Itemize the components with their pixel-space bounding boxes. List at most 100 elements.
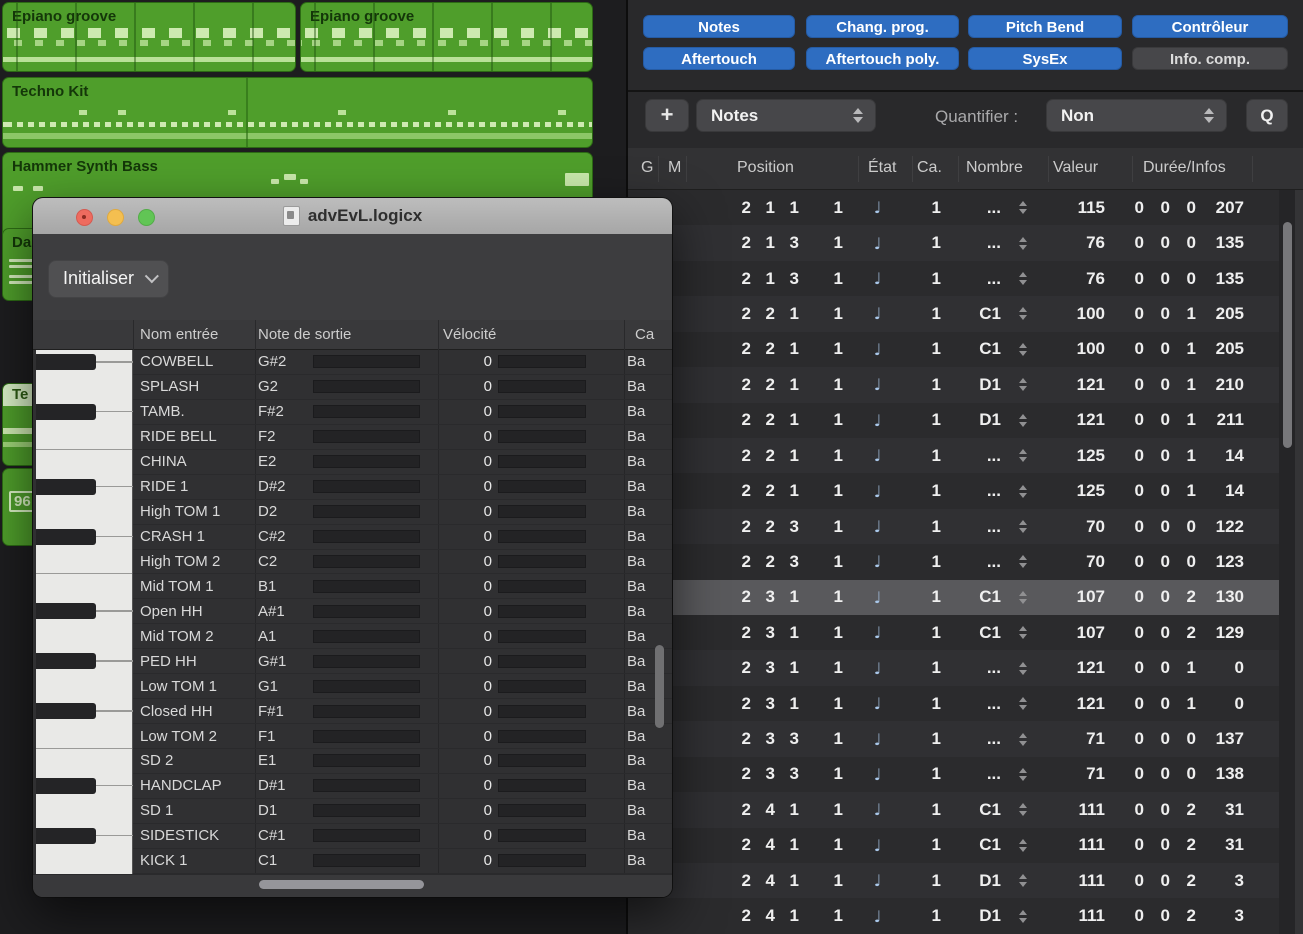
velocity-slider[interactable]	[498, 430, 586, 444]
stepper-updown-icon[interactable]	[1005, 555, 1040, 569]
velocity-slider[interactable]	[498, 380, 586, 394]
velocity-value[interactable]: 0	[483, 602, 492, 620]
event-cell-value[interactable]: 111	[1078, 799, 1106, 819]
event-cell-number[interactable]: ...	[986, 551, 1001, 571]
piano-black-key[interactable]	[36, 403, 133, 420]
event-cell-subposition[interactable]: 1	[833, 374, 843, 394]
event-cell-duration[interactable]: 0 0 0 123	[1134, 551, 1244, 571]
output-note[interactable]: C#2	[258, 528, 286, 546]
note-slider[interactable]	[313, 554, 420, 568]
output-note[interactable]: A1	[258, 627, 277, 645]
event-cell-duration[interactable]: 0 0 0 137	[1134, 729, 1244, 749]
mapping-row[interactable]: Low TOM 1 G1 0 Ba	[133, 674, 672, 700]
event-cell-subposition[interactable]: 1	[833, 445, 843, 465]
velocity-slider[interactable]	[498, 604, 586, 618]
event-cell-duration[interactable]: 0 0 1 14	[1134, 445, 1244, 465]
column-g[interactable]: G	[641, 159, 654, 176]
event-cell-subposition[interactable]: 1	[833, 622, 843, 642]
stepper-updown-icon[interactable]	[1005, 732, 1040, 746]
note-slider[interactable]	[313, 430, 420, 444]
velocity-value[interactable]: 0	[483, 503, 492, 521]
column-m[interactable]: M	[668, 159, 682, 176]
column-nombre[interactable]: Nombre	[966, 159, 1023, 176]
stepper-updown-icon[interactable]	[1005, 449, 1040, 463]
note-slider[interactable]	[313, 455, 420, 469]
stepper-updown-icon[interactable]	[1005, 626, 1040, 640]
channel-value[interactable]: Ba	[627, 453, 646, 471]
output-note[interactable]: D#2	[258, 478, 286, 496]
note-slider[interactable]	[313, 754, 420, 768]
column-valeur[interactable]: Valeur	[1053, 159, 1099, 176]
velocity-value[interactable]: 0	[483, 403, 492, 421]
event-cell-subposition[interactable]: 1	[833, 233, 843, 253]
event-cell-channel[interactable]: 1	[931, 870, 941, 890]
event-cell-duration[interactable]: 0 0 2 31	[1134, 799, 1244, 819]
piano-white-key[interactable]	[36, 550, 132, 575]
velocity-value[interactable]: 0	[483, 453, 492, 471]
stepper-updown-icon[interactable]	[1005, 803, 1040, 817]
piano-white-key[interactable]	[36, 450, 132, 475]
input-name[interactable]: High TOM 2	[140, 552, 221, 570]
column-output-note[interactable]: Note de sortie	[258, 326, 352, 343]
event-cell-value[interactable]: 71	[1086, 764, 1105, 784]
input-name[interactable]: High TOM 1	[140, 503, 221, 521]
piano-white-key[interactable]	[36, 574, 132, 599]
midi-region-epiano-groove-2[interactable]: Epiano groove	[300, 2, 593, 72]
midi-region-epiano-groove-1[interactable]: Epiano groove	[2, 2, 296, 72]
event-cell-number[interactable]: ...	[986, 233, 1001, 253]
channel-value[interactable]: Ba	[627, 802, 646, 820]
piano-black-key[interactable]	[36, 827, 133, 844]
event-cell-subposition[interactable]: 1	[833, 799, 843, 819]
event-cell-channel[interactable]: 1	[931, 303, 941, 323]
event-cell-value[interactable]: 76	[1086, 233, 1105, 253]
event-cell-channel[interactable]: 1	[931, 445, 941, 465]
input-name[interactable]: RIDE 1	[140, 478, 189, 496]
event-cell-subposition[interactable]: 1	[833, 764, 843, 784]
piano-black-key[interactable]	[36, 354, 133, 370]
piano-white-key[interactable]	[36, 824, 133, 849]
event-cell-number[interactable]: ...	[986, 658, 1001, 678]
note-slider[interactable]	[313, 779, 420, 793]
output-note[interactable]: C1	[258, 852, 278, 870]
event-cell-number[interactable]: ...	[986, 764, 1001, 784]
velocity-slider[interactable]	[498, 804, 586, 818]
velocity-value[interactable]: 0	[483, 478, 492, 496]
filter-button-notes[interactable]: Notes	[643, 15, 795, 38]
stepper-updown-icon[interactable]	[1005, 697, 1040, 711]
input-name[interactable]: SIDESTICK	[140, 827, 220, 845]
piano-black-key[interactable]	[36, 653, 133, 670]
event-cell-duration[interactable]: 0 0 1 211	[1134, 410, 1244, 430]
event-cell-channel[interactable]: 1	[931, 622, 941, 642]
add-event-button[interactable]: +	[645, 99, 689, 132]
event-cell-channel[interactable]: 1	[931, 516, 941, 536]
mapping-row[interactable]: CRASH 1 C#2 0 Ba	[133, 525, 672, 550]
stepper-updown-icon[interactable]	[1005, 909, 1040, 923]
velocity-slider[interactable]	[498, 355, 586, 369]
column-ca[interactable]: Ca.	[917, 159, 942, 176]
event-cell-subposition[interactable]: 1	[833, 339, 843, 359]
input-name[interactable]: HANDCLAP	[140, 777, 222, 795]
channel-value[interactable]: Ba	[627, 528, 646, 546]
velocity-slider[interactable]	[498, 455, 586, 469]
piano-white-key[interactable]	[36, 774, 133, 799]
output-note[interactable]: G#2	[258, 353, 287, 371]
input-name[interactable]: SPLASH	[140, 378, 200, 396]
zoom-button[interactable]	[138, 209, 155, 226]
velocity-value[interactable]: 0	[483, 827, 492, 845]
